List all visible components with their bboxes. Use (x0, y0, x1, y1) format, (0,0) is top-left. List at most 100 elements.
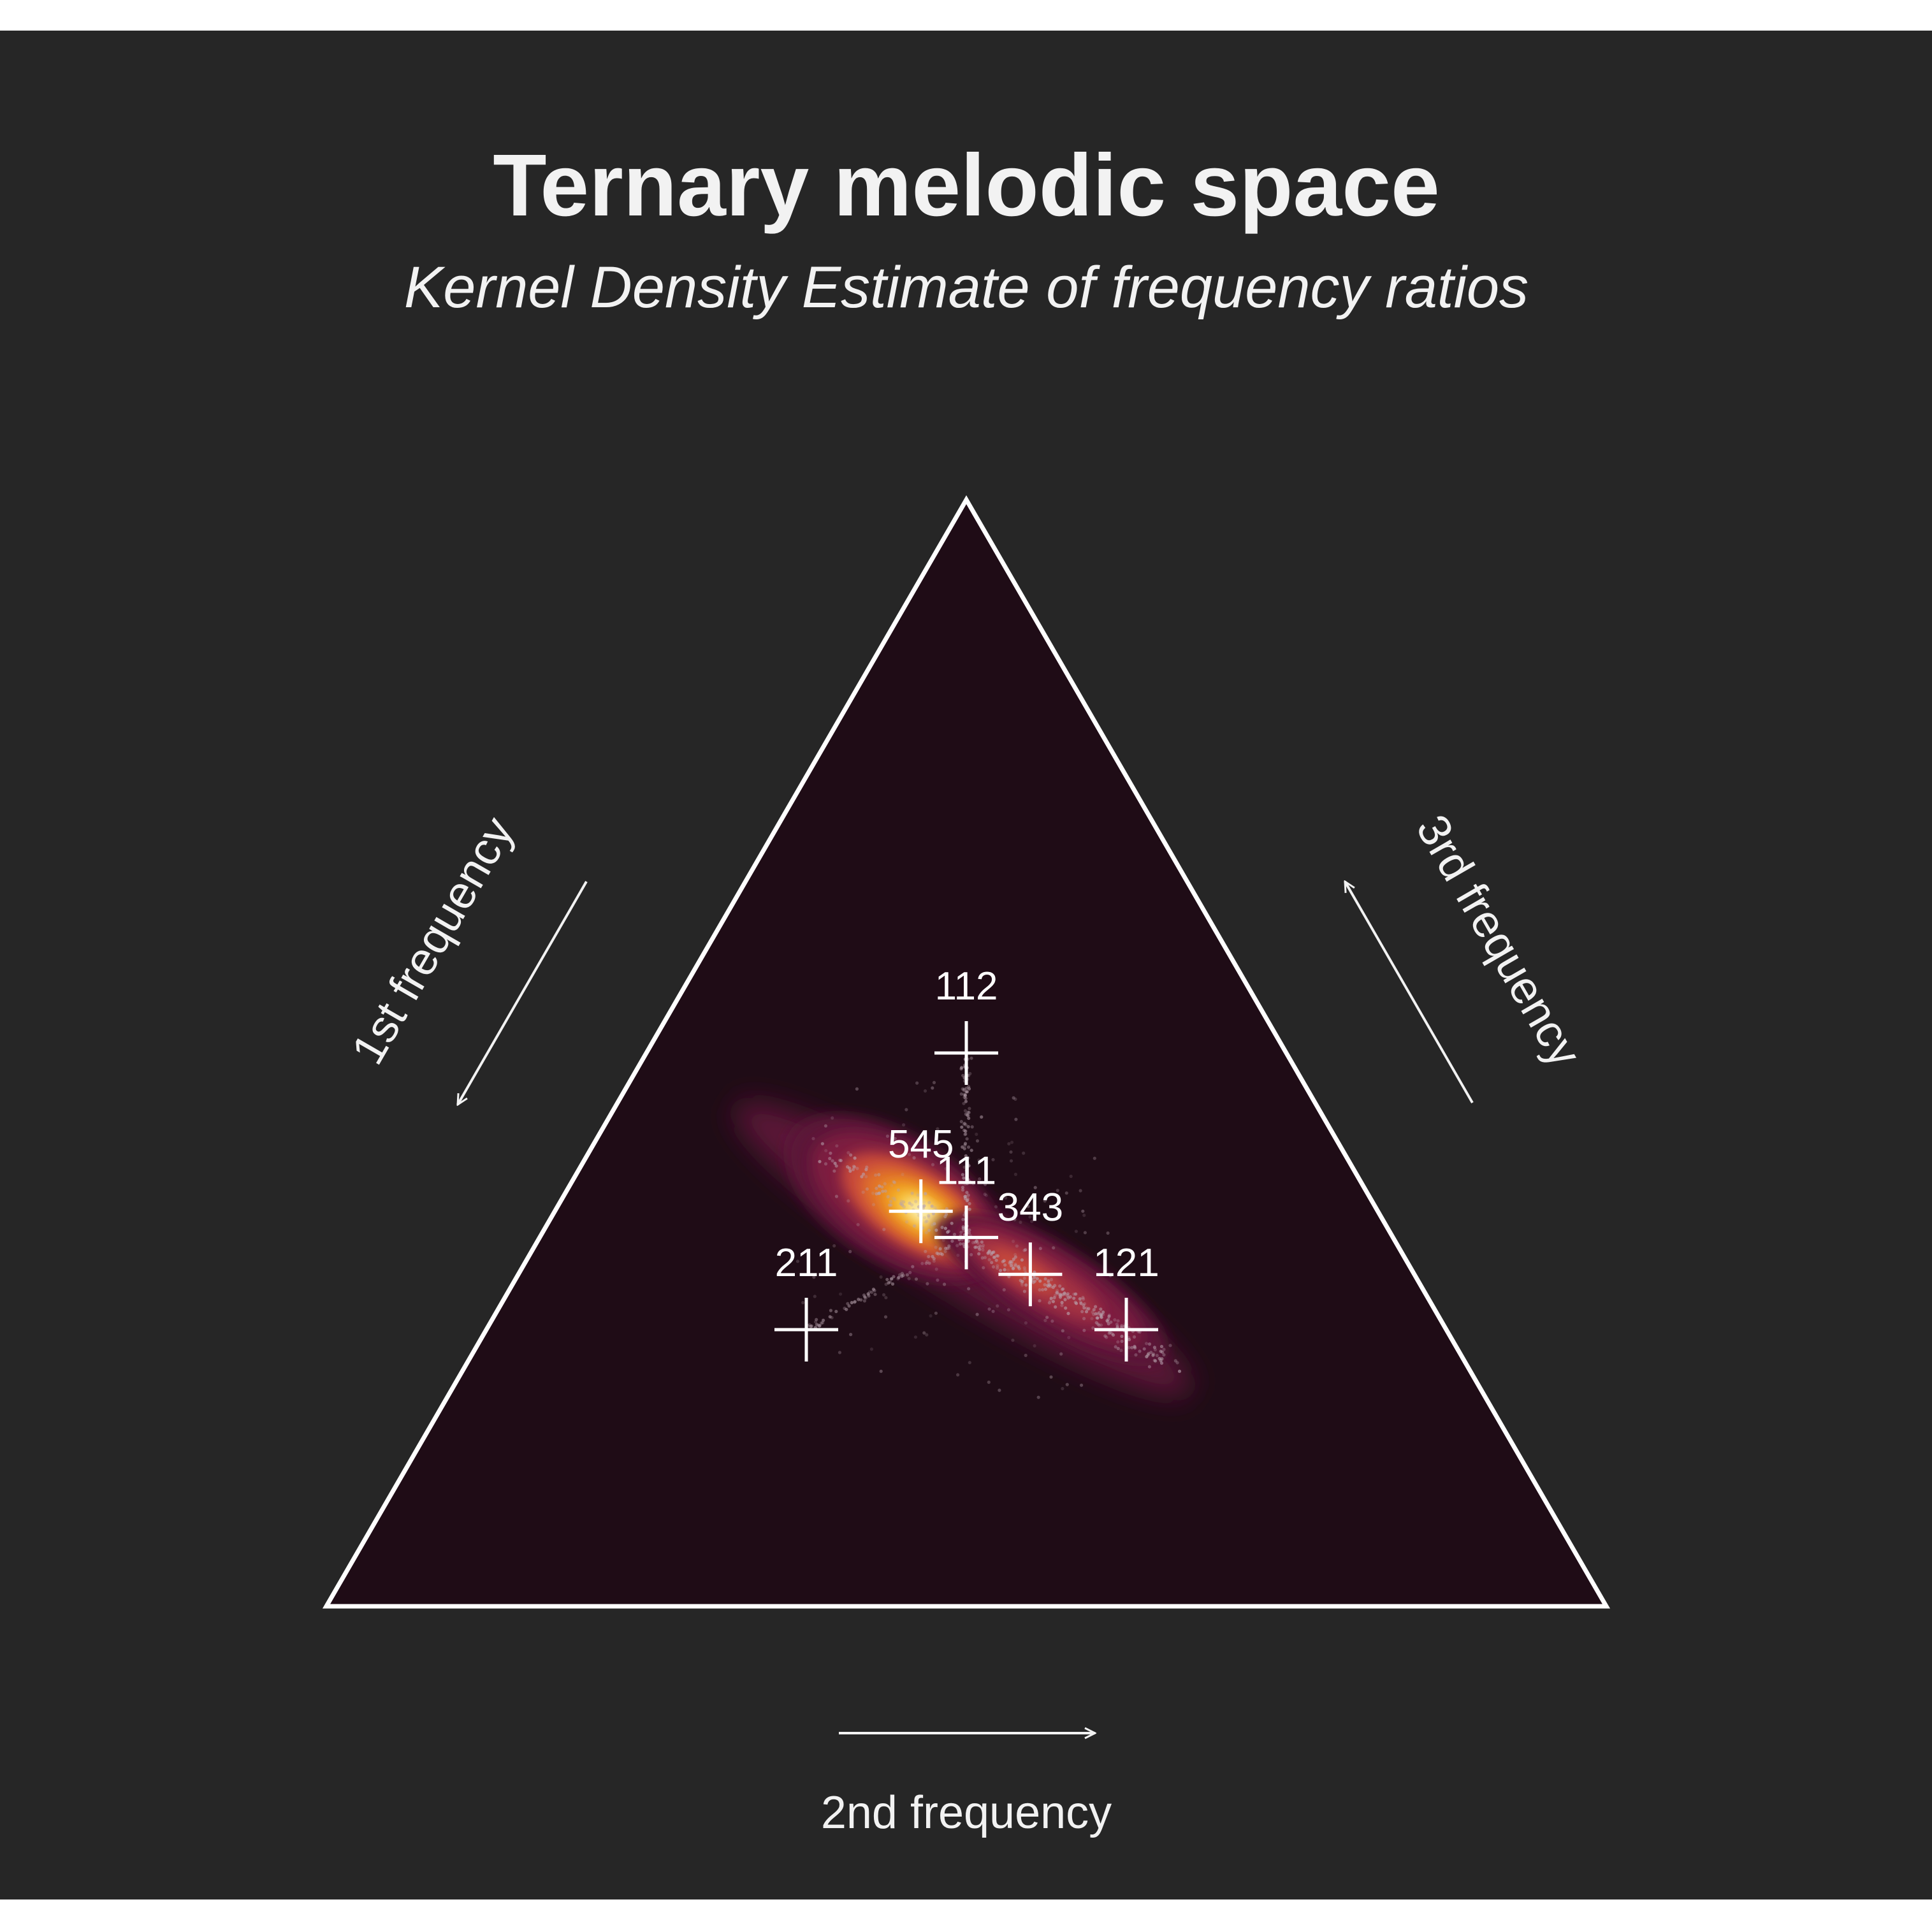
scatter-point (959, 1092, 963, 1096)
scatter-point (801, 1301, 805, 1305)
scatter-point (831, 1159, 834, 1163)
scatter-point (1056, 1291, 1059, 1295)
scatter-point (901, 1274, 905, 1277)
scatter-point (966, 1113, 970, 1117)
scatter-point (861, 1190, 865, 1194)
scatter-point (1065, 1383, 1069, 1386)
scatter-point (983, 1256, 987, 1260)
scatter-point (1048, 1299, 1052, 1303)
scatter-point (964, 1090, 968, 1094)
scatter-point (924, 1231, 928, 1235)
scatter-point (1020, 1283, 1024, 1287)
scatter-point (883, 1189, 887, 1193)
scatter-point (968, 1361, 971, 1365)
scatter-point (1022, 1276, 1026, 1280)
scatter-point (927, 1261, 931, 1265)
scatter-point (1082, 1328, 1086, 1332)
scatter-point (962, 1128, 966, 1132)
scatter-point (976, 1241, 980, 1245)
scatter-point (936, 1127, 940, 1131)
scatter-point (893, 1198, 897, 1202)
scatter-point (896, 1188, 901, 1192)
scatter-point (1087, 1307, 1091, 1311)
scatter-point (984, 1182, 987, 1186)
scatter-point (962, 1101, 966, 1105)
scatter-point (1030, 1219, 1034, 1223)
scatter-point (813, 1295, 817, 1298)
scatter-point (959, 1230, 963, 1234)
scatter-point (1079, 1189, 1082, 1193)
scatter-point (879, 1275, 883, 1279)
scatter-point (1011, 1264, 1015, 1268)
scatter-point (984, 1193, 988, 1197)
scatter-point (1019, 1220, 1022, 1224)
scatter-point (925, 1219, 929, 1223)
scatter-point (1097, 1323, 1101, 1327)
scatter-point (888, 1280, 892, 1284)
scatter-point (1047, 1280, 1050, 1284)
scatter-point (975, 1139, 980, 1143)
scatter-point (993, 1255, 997, 1259)
scatter-point (975, 1132, 978, 1137)
scatter-point (945, 1246, 949, 1251)
scatter-point (970, 1149, 973, 1152)
scatter-point (1110, 1332, 1114, 1335)
scatter-point (1153, 1347, 1157, 1352)
scatter-point (961, 1145, 964, 1149)
scatter-point (1009, 1264, 1013, 1268)
scatter-point (1107, 1314, 1111, 1318)
scatter-point (1058, 1295, 1063, 1299)
scatter-point (820, 1321, 824, 1325)
scatter-point (965, 1182, 969, 1186)
scatter-point (927, 1254, 931, 1258)
scatter-point (943, 1282, 947, 1286)
scatter-point (950, 1239, 954, 1243)
scatter-point (865, 1187, 869, 1191)
scatter-point (897, 1275, 901, 1279)
scatter-point (1008, 1261, 1012, 1265)
scatter-point (1033, 1344, 1036, 1347)
scatter-point (961, 1217, 965, 1221)
scatter-point (824, 1149, 828, 1152)
scatter-point (965, 1137, 969, 1141)
scatter-point (1094, 1321, 1098, 1325)
scatter-point (952, 1233, 957, 1237)
scatter-point (1013, 1263, 1017, 1267)
scatter-point (1043, 1319, 1047, 1323)
scatter-point (889, 1277, 894, 1281)
scatter-point (999, 1268, 1003, 1272)
scatter-point (916, 1193, 920, 1197)
scatter-point (848, 1166, 852, 1170)
scatter-point (964, 1195, 968, 1198)
scatter-point (907, 1277, 911, 1281)
scatter-point (1002, 1288, 1006, 1292)
scatter-point (960, 1066, 964, 1070)
scatter-point (1115, 1325, 1119, 1328)
scatter-point (1009, 1150, 1013, 1154)
scatter-point (905, 1273, 909, 1277)
scatter-point (1035, 1277, 1039, 1281)
scatter-point (1147, 1342, 1152, 1346)
scatter-point (855, 1166, 859, 1170)
scatter-point (934, 1267, 938, 1271)
scatter-point (1063, 1293, 1067, 1296)
scatter-point (875, 1192, 878, 1196)
scatter-point (987, 1307, 991, 1311)
scatter-point (896, 1277, 900, 1281)
scatter-point (857, 1297, 861, 1301)
scatter-point (1015, 1244, 1019, 1248)
scatter-point (1133, 1346, 1137, 1350)
scatter-point (1159, 1349, 1163, 1353)
scatter-point (1061, 1329, 1064, 1333)
scatter-point (936, 1252, 940, 1256)
scatter-point (922, 1200, 926, 1204)
scatter-point (1043, 1277, 1047, 1281)
scatter-point (1047, 1279, 1050, 1282)
scatter-point (1074, 1292, 1078, 1296)
scatter-point (966, 1178, 970, 1182)
scatter-point (980, 1240, 984, 1244)
scatter-point (943, 1226, 947, 1230)
scatter-point (1014, 1117, 1018, 1121)
scatter-point (936, 1278, 940, 1282)
scatter-point (910, 1203, 914, 1207)
